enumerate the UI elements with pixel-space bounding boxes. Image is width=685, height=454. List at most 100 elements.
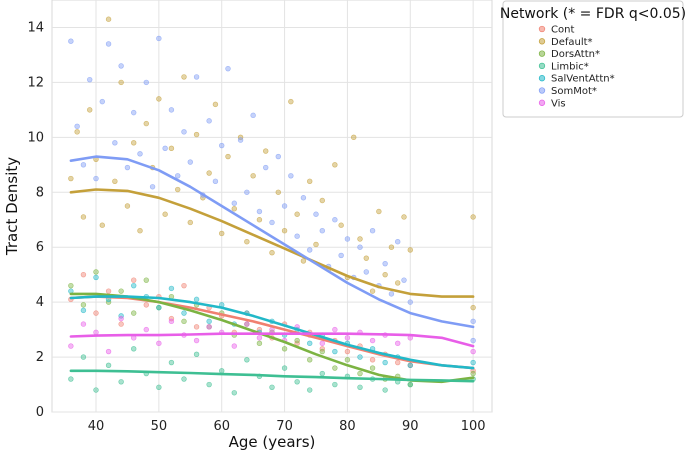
default-data-point <box>237 134 244 141</box>
x-tick-label: 80 <box>339 419 356 434</box>
sommot-data-point <box>388 291 395 297</box>
limbic-data-point <box>193 351 200 358</box>
default-data-point <box>319 197 325 204</box>
dorsattn-data-point <box>294 337 300 344</box>
dorsattn-data-point <box>131 310 137 316</box>
sommot-data-point <box>105 41 112 47</box>
sommot-data-point <box>470 318 476 325</box>
cont-legend-label: Cont <box>551 25 574 36</box>
default-data-point <box>351 134 357 141</box>
default-data-point <box>225 153 231 160</box>
vis-data-point <box>193 337 200 344</box>
default-data-point <box>407 247 413 253</box>
cont-data-point <box>193 324 200 330</box>
sommot-data-point <box>225 65 231 72</box>
default-data-point <box>206 170 212 176</box>
legend-box <box>502 0 684 118</box>
dorsattn-data-point <box>319 348 325 355</box>
vis-data-point <box>206 324 212 330</box>
dorsattn-legend-marker <box>538 50 546 57</box>
salventattn-legend-marker <box>538 75 546 82</box>
cont-data-point <box>181 282 187 289</box>
vis-data-point <box>319 340 325 347</box>
dorsattn-data-point <box>181 318 187 325</box>
sommot-data-point <box>162 145 168 152</box>
default-data-point <box>401 214 407 220</box>
sommot-data-point <box>332 217 338 223</box>
vis-data-point <box>105 348 112 355</box>
default-data-point <box>175 186 181 193</box>
salventattn-data-point <box>382 359 388 366</box>
default-data-point <box>332 162 338 168</box>
default-data-point <box>307 178 313 184</box>
sommot-data-point <box>250 112 256 119</box>
sommot-data-point <box>313 211 319 217</box>
limbic-data-point <box>181 376 187 382</box>
default-data-point <box>212 101 219 108</box>
sommot-legend-marker <box>538 87 546 94</box>
x-axis-title: Age (years) <box>229 433 316 451</box>
vis-data-point <box>395 340 401 347</box>
limbic-data-point <box>105 362 112 369</box>
default-data-point <box>137 228 143 234</box>
limbic-legend-label: Limbic* <box>551 61 589 72</box>
grid-lines <box>52 0 492 413</box>
vis-data-point <box>369 337 376 344</box>
salventattn-data-point <box>206 318 212 325</box>
default-data-point <box>357 236 363 242</box>
vis-data-point <box>344 335 351 341</box>
y-tick-label: 2 <box>36 350 44 365</box>
sommot-data-point <box>68 38 74 44</box>
sommot-data-point <box>244 189 250 195</box>
default-data-point <box>470 214 476 220</box>
limbic-data-point <box>156 384 162 390</box>
cont-data-point <box>143 302 149 308</box>
vis-data-point <box>156 340 162 347</box>
limbic-legend-marker <box>538 62 546 70</box>
default-data-point <box>193 131 200 138</box>
default-data-point <box>156 96 162 102</box>
cont-data-point <box>395 359 401 366</box>
sommot-data-point <box>168 107 175 113</box>
cont-data-point <box>118 321 124 327</box>
limbic-data-point <box>131 346 137 352</box>
y-tick-label: 12 <box>27 75 44 90</box>
dorsattn-data-point <box>105 299 112 305</box>
sommot-data-point <box>149 184 156 190</box>
salventattn-data-point <box>168 285 175 292</box>
cont-data-point <box>93 310 99 316</box>
vis-data-point <box>168 318 175 325</box>
salventattn-data-point <box>93 274 99 281</box>
default-data-point <box>219 230 225 237</box>
sommot-data-point <box>219 142 225 149</box>
sommot-data-point <box>181 129 187 135</box>
sommot-data-point <box>212 178 219 184</box>
salventattn-data-point <box>131 282 137 289</box>
default-data-point <box>181 74 187 80</box>
x-tick-labels: 40 50 60 70 80 90 100 <box>88 419 486 434</box>
y-axis-title: Tract Density <box>3 157 21 256</box>
salventattn-data-point <box>470 359 476 366</box>
limbic-data-point <box>357 384 363 390</box>
sommot-data-point <box>118 63 124 69</box>
sommot-data-point <box>294 233 300 239</box>
x-tick-label: 90 <box>402 419 419 434</box>
sommot-data-point <box>344 236 351 242</box>
sommot-data-point <box>237 137 244 143</box>
sommot-legend-label: SomMot* <box>551 86 597 97</box>
y-tick-label: 4 <box>36 295 44 310</box>
vis-data-point <box>256 335 263 341</box>
salventattn-data-point <box>118 313 124 319</box>
salventattn-data-point <box>156 304 162 311</box>
sommot-data-point <box>74 123 80 130</box>
y-tick-label: 0 <box>36 405 44 420</box>
vis-data-point <box>118 315 124 322</box>
dorsattn-data-point <box>307 357 313 363</box>
salventattn-data-point <box>181 310 187 316</box>
default-data-point <box>87 107 93 113</box>
salventattn-data-point <box>307 340 313 347</box>
cont-data-point <box>168 315 175 322</box>
